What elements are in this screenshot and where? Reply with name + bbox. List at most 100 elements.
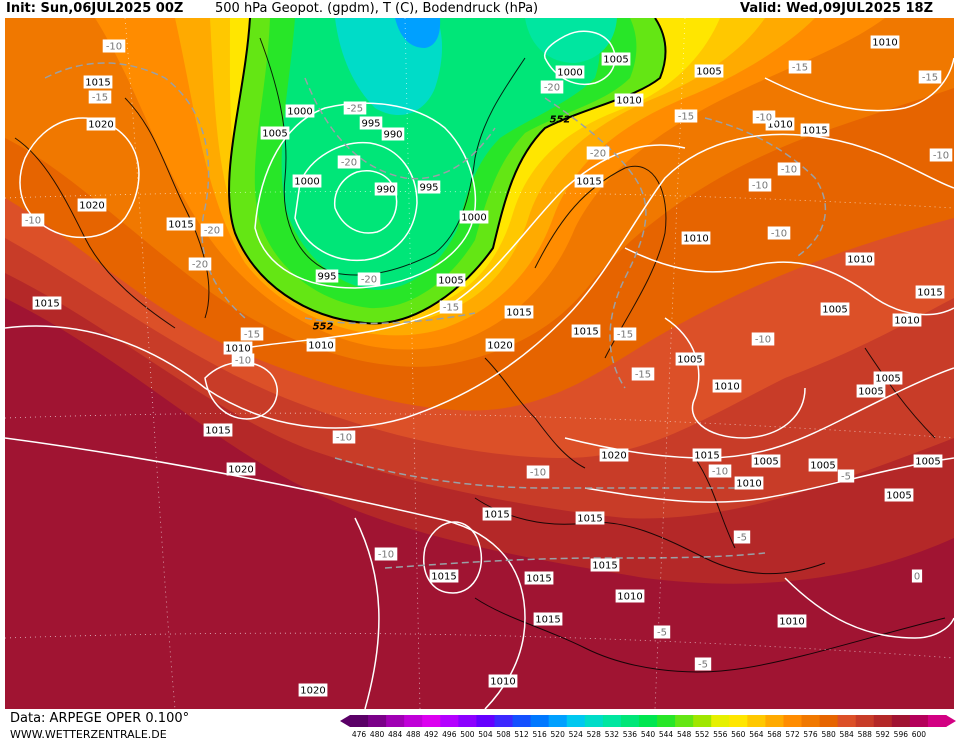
pressure-label: 1015 (524, 571, 554, 585)
temperature-label: -15 (439, 300, 463, 314)
pressure-label: 1005 (260, 126, 290, 140)
temperature-value: -10 (712, 467, 728, 478)
temperature-value: -20 (192, 260, 208, 271)
pressure-value: 1020 (88, 120, 113, 131)
legend-swatch (512, 715, 532, 727)
pressure-label: 1015 (166, 217, 196, 231)
color-legend: 476 480 484 488 492 496 500 504 508 512 516 520 524 5… (340, 715, 956, 739)
isotherms (44, 62, 827, 569)
pressure-label: 1015 (800, 123, 830, 137)
temperature-value: -10 (530, 468, 546, 479)
contour-552-labels: 552 552 (313, 115, 571, 333)
legend-arrow-right (946, 715, 956, 727)
legend-tick-label: 576 (803, 730, 818, 739)
temperature-value: -5 (737, 533, 747, 544)
temperature-value: -15 (792, 63, 808, 74)
legend-swatch (657, 715, 676, 727)
temperature-value: -10 (235, 356, 251, 367)
pressure-value: 1010 (894, 316, 919, 327)
temperature-label: -5 (837, 469, 855, 483)
pressure-value: 1015 (577, 514, 602, 525)
legend-tick-label: 540 (641, 730, 656, 739)
pressure-value: 1010 (683, 234, 708, 245)
legend-tick-label: 592 (876, 730, 891, 739)
legend-swatch (602, 715, 622, 727)
temperature-label: -25 (343, 101, 367, 115)
pressure-label: 1000 (459, 210, 489, 224)
temperature-value: -5 (841, 472, 851, 483)
pressure-label: 1010 (734, 476, 764, 490)
pressure-value: 1000 (287, 107, 312, 118)
temperature-value: -20 (204, 226, 220, 237)
legend-tick-label: 532 (605, 730, 620, 739)
temperature-value: -25 (347, 104, 363, 115)
pressure-label: 1010 (777, 614, 807, 628)
legend-tick-label: 572 (785, 730, 800, 739)
pressure-label: 1005 (873, 371, 903, 385)
pressure-value: 1015 (168, 220, 193, 231)
temperature-value: 0 (914, 572, 920, 583)
pressure-label: 1005 (856, 384, 886, 398)
legend-swatch (711, 715, 730, 727)
legend-swatch (729, 715, 748, 727)
legend-swatch (855, 715, 875, 727)
pressure-labels: 1015 1020 1020 1015 1015 1010 1010 1015 1020 1000… (32, 35, 945, 697)
pressure-value: 995 (361, 119, 380, 130)
temperature-label: -20 (337, 155, 361, 169)
temperature-value: -10 (933, 151, 949, 162)
legend-swatch (891, 715, 911, 727)
pressure-value: 1005 (822, 305, 847, 316)
legend-swatch (638, 715, 658, 727)
pressure-label: 1020 (226, 462, 256, 476)
legend-tick-label: 580 (821, 730, 836, 739)
legend-swatch (693, 715, 712, 727)
pressure-label: 990 (374, 182, 398, 196)
legend-swatch (909, 715, 929, 727)
legend-tick-label: 548 (677, 730, 692, 739)
temperature-label: -10 (929, 148, 953, 162)
legend-swatch (819, 715, 839, 727)
temperature-value: -10 (781, 165, 797, 176)
pressure-label: 1005 (820, 302, 850, 316)
legend-tick-label: 528 (587, 730, 602, 739)
pressure-label: 1010 (614, 93, 644, 107)
pressure-value: 1015 (694, 451, 719, 462)
pressure-value: 1005 (810, 461, 835, 472)
temperature-value: -20 (341, 158, 357, 169)
legend-tick-label: 508 (496, 730, 511, 739)
website-credit: WWW.WETTERZENTRALE.DE (10, 728, 167, 741)
legend-swatch (368, 715, 387, 727)
contour-552-value: 552 (313, 322, 334, 333)
temperature-label: -10 (231, 353, 255, 367)
legend-swatch (765, 715, 784, 727)
pressure-label: 1005 (436, 273, 466, 287)
pressure-value: 1015 (526, 574, 551, 585)
temperature-label: -10 (777, 162, 801, 176)
pressure-label: 1015 (915, 285, 945, 299)
pressure-value: 1015 (34, 299, 59, 310)
pressure-value: 1005 (603, 55, 628, 66)
valid-time: Valid: Wed,09JUL2025 18Z (740, 1, 933, 16)
pressure-value: 1010 (767, 120, 792, 131)
legend-swatch (620, 715, 640, 727)
pressure-value: 995 (419, 183, 438, 194)
temperature-label: -15 (240, 327, 264, 341)
temperature-label: -10 (102, 39, 126, 53)
temperature-value: -10 (771, 229, 787, 240)
geopotential-fill-528-north (525, 18, 617, 63)
contour-552 (228, 18, 667, 325)
pressure-value: 990 (376, 185, 395, 196)
pressure-value: 1015 (535, 615, 560, 626)
legend-swatch (386, 715, 405, 727)
legend-tick-label: 600 (912, 730, 927, 739)
contour-552-label: 552 (313, 322, 334, 333)
legend-tick-label: 596 (894, 730, 909, 739)
pressure-label: 1015 (590, 558, 620, 572)
pressure-value: 1005 (915, 457, 940, 468)
pressure-value: 1015 (802, 126, 827, 137)
legend-swatch (350, 715, 369, 727)
legend-arrow-left (340, 715, 350, 727)
temperature-label: -10 (751, 332, 775, 346)
temperature-label: -20 (586, 146, 610, 160)
pressure-value: 1010 (714, 382, 739, 393)
